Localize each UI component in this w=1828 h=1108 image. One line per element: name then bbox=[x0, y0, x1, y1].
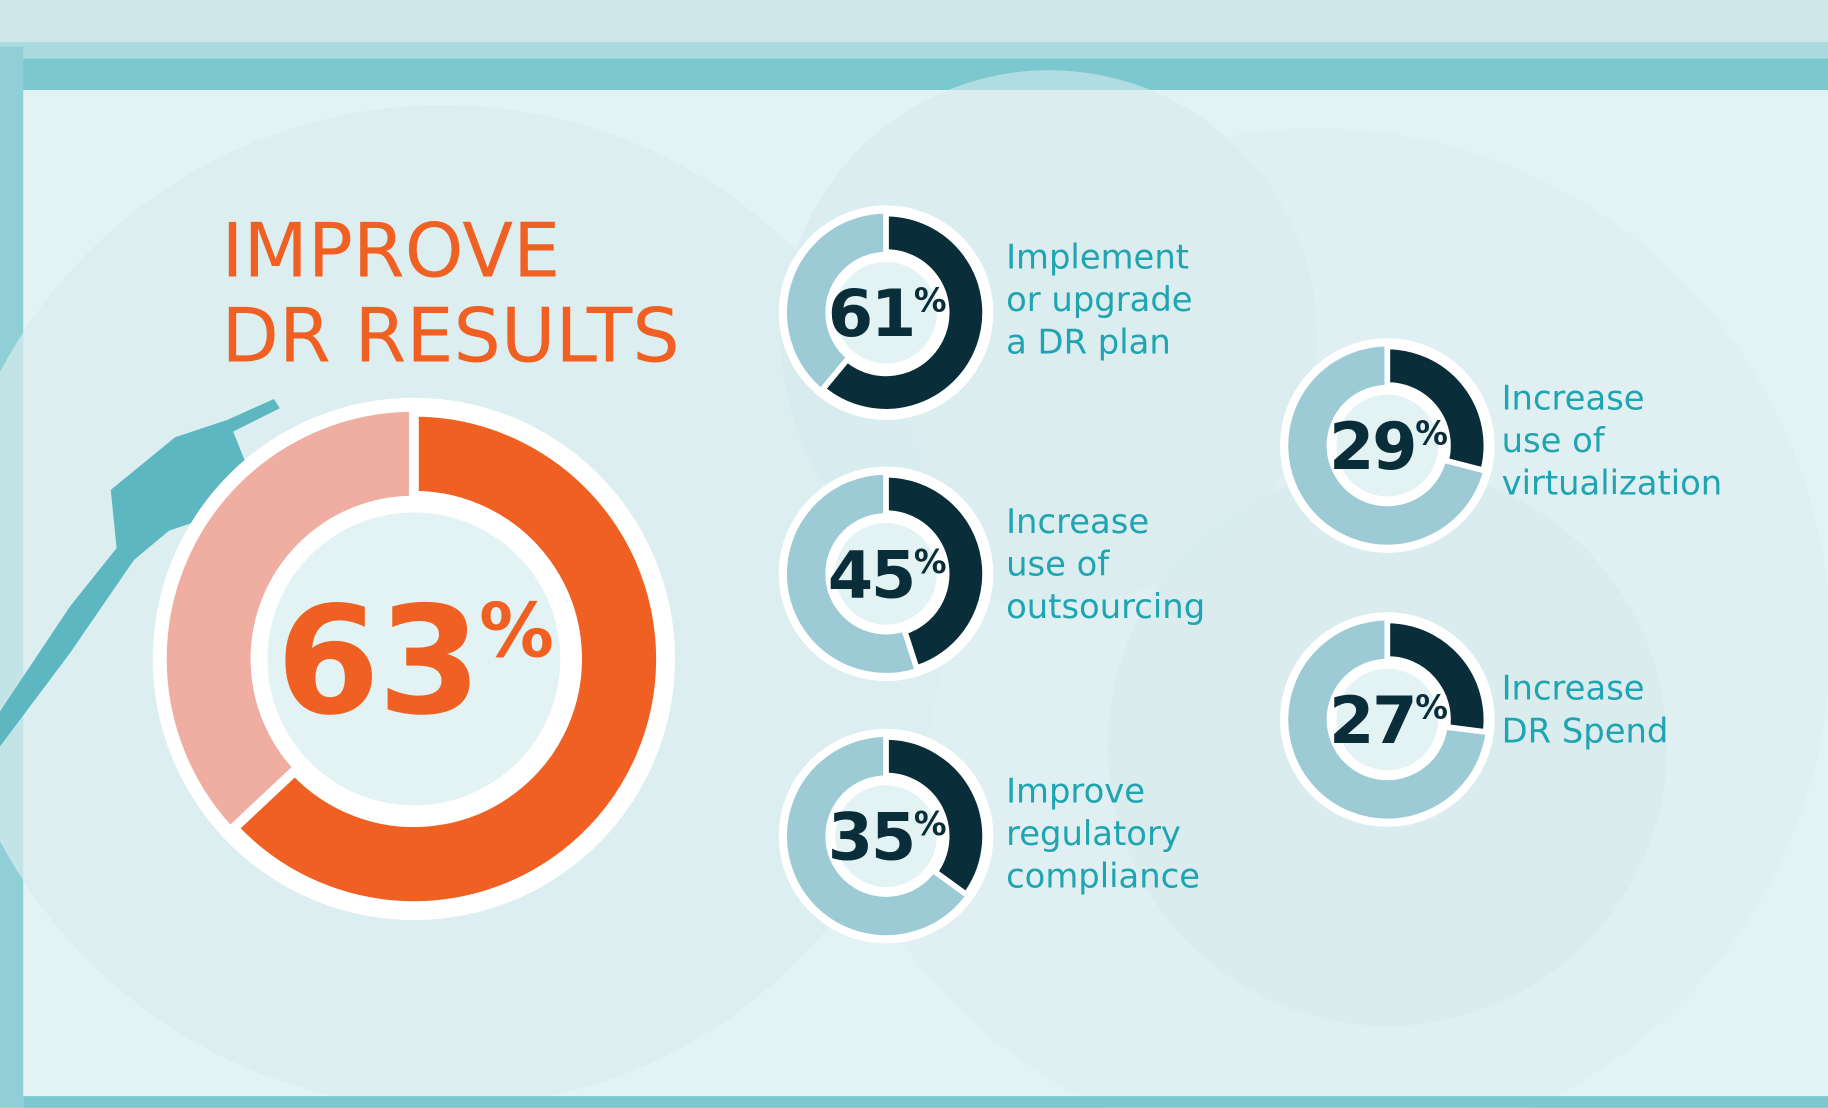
donut-segment bbox=[226, 406, 666, 911]
top-rail bbox=[0, 42, 1828, 59]
value-label: 61% bbox=[828, 276, 946, 352]
donut-hole bbox=[250, 495, 578, 823]
donut-label: virtualization bbox=[1502, 464, 1723, 503]
donut-hole bbox=[825, 513, 947, 635]
donut-label: Implement bbox=[1006, 237, 1189, 276]
value-label: 45% bbox=[828, 537, 946, 613]
donut-label: Increase bbox=[1502, 669, 1645, 708]
donut-label: Increase bbox=[1502, 378, 1645, 417]
donut-label: Increase bbox=[1006, 502, 1149, 541]
top-band bbox=[0, 0, 1828, 43]
chart-title: DR RESULTS bbox=[222, 293, 680, 380]
donut-label: use of bbox=[1502, 421, 1606, 460]
pointing-hand bbox=[0, 398, 280, 747]
value-label: 29% bbox=[1329, 409, 1447, 485]
donut-label: outsourcing bbox=[1006, 587, 1205, 626]
value-label: 63% bbox=[276, 575, 552, 749]
donut-segment bbox=[818, 210, 988, 415]
donut-segment bbox=[883, 734, 988, 899]
deco-circle bbox=[804, 128, 1828, 1108]
donut-hole bbox=[825, 775, 947, 897]
donut-hole bbox=[1326, 658, 1448, 781]
value-label: 27% bbox=[1329, 683, 1447, 759]
donut-hole bbox=[825, 252, 947, 374]
donut-segment bbox=[1384, 343, 1490, 474]
screen-bottom bbox=[23, 1096, 1828, 1108]
donut-label: compliance bbox=[1006, 856, 1200, 895]
donut-label: regulatory bbox=[1006, 814, 1181, 853]
donut-label: Improve bbox=[1006, 771, 1145, 810]
donut-segment bbox=[1384, 617, 1490, 736]
donut-segment bbox=[883, 471, 988, 672]
donut-label: or upgrade bbox=[1006, 280, 1193, 319]
donut-hole bbox=[1326, 384, 1448, 507]
value-label: 35% bbox=[828, 800, 946, 876]
screen-top bbox=[0, 58, 1828, 91]
donut-chart: 29% Increase use of virtualization bbox=[1280, 338, 1722, 553]
donut-label: DR Spend bbox=[1502, 711, 1669, 750]
donut-label: a DR plan bbox=[1006, 322, 1171, 361]
donut-label: use of bbox=[1006, 545, 1110, 584]
chart-title: IMPROVE bbox=[222, 208, 561, 295]
